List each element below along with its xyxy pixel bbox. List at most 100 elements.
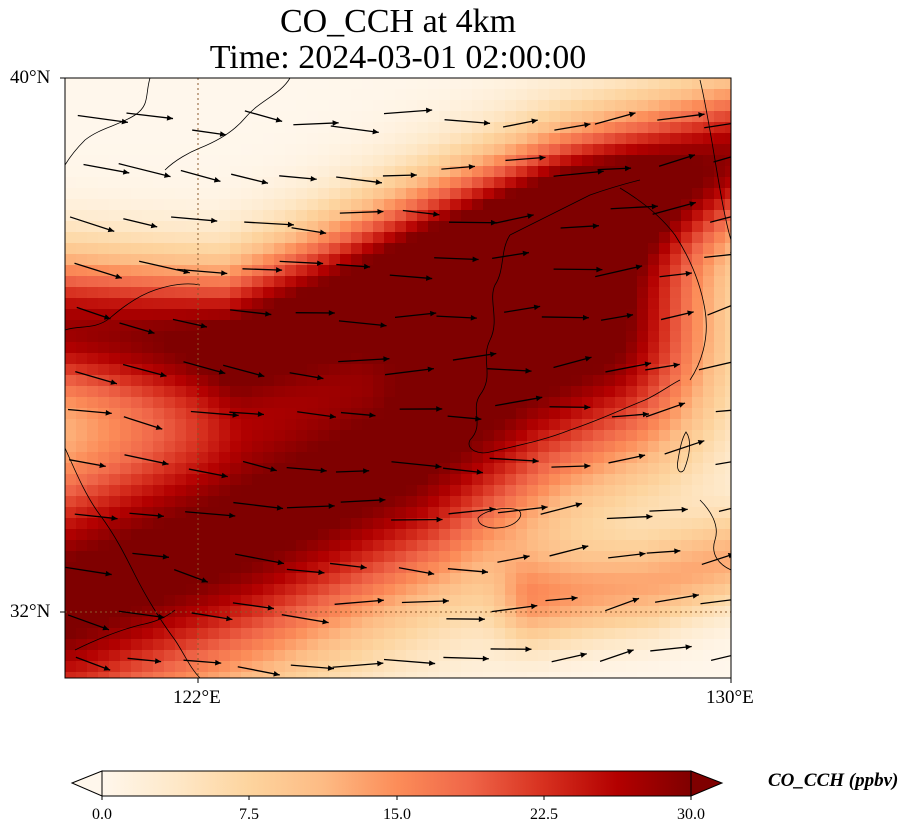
heatmap-cell — [219, 529, 231, 541]
heatmap-cell — [571, 661, 583, 673]
heatmap-cell — [582, 375, 594, 387]
heatmap-cell — [164, 353, 176, 365]
heatmap-cell — [241, 540, 253, 552]
heatmap-cell — [307, 144, 319, 156]
heatmap-cell — [516, 111, 528, 123]
heatmap-cell — [604, 287, 616, 299]
heatmap-cell — [362, 507, 374, 519]
heatmap-cell — [505, 232, 517, 244]
heatmap-cell — [505, 309, 517, 321]
heatmap-cell — [582, 155, 594, 167]
heatmap-cell — [428, 199, 440, 211]
heatmap-cell — [648, 100, 660, 112]
heatmap-cell — [65, 507, 77, 519]
heatmap-cell — [428, 639, 440, 651]
heatmap-cell — [626, 111, 638, 123]
heatmap-cell — [450, 111, 462, 123]
heatmap-cell — [560, 243, 572, 255]
heatmap-cell — [263, 562, 275, 574]
heatmap-cell — [571, 166, 583, 178]
heatmap-cell — [263, 177, 275, 189]
heatmap-cell — [637, 309, 649, 321]
heatmap-cell — [351, 298, 363, 310]
heatmap-cell — [637, 254, 649, 266]
heatmap-cell — [417, 452, 429, 464]
heatmap-cell — [571, 485, 583, 497]
heatmap-cell — [494, 584, 506, 596]
heatmap-cell — [450, 485, 462, 497]
heatmap-cell — [571, 89, 583, 101]
heatmap-cell — [516, 540, 528, 552]
heatmap-cell — [87, 111, 99, 123]
heatmap-cell — [714, 100, 726, 112]
heatmap-cell — [560, 529, 572, 541]
heatmap-cell — [329, 419, 341, 431]
heatmap-cell — [560, 353, 572, 365]
heatmap-cell — [725, 89, 731, 101]
heatmap-cell — [417, 298, 429, 310]
heatmap-cell — [395, 551, 407, 563]
heatmap-cell — [604, 397, 616, 409]
heatmap-cell — [131, 628, 143, 640]
heatmap-cell — [142, 573, 154, 585]
heatmap-cell — [593, 155, 605, 167]
heatmap-cell — [505, 111, 517, 123]
heatmap-cell — [494, 177, 506, 189]
colorbar-tick-label: 15.0 — [383, 806, 411, 823]
heatmap-cell — [164, 177, 176, 189]
heatmap-cell — [505, 628, 517, 640]
heatmap-cell — [329, 540, 341, 552]
heatmap-cell — [483, 562, 495, 574]
wind-arrow — [340, 411, 376, 418]
heatmap-cell — [725, 177, 731, 189]
heatmap-cell — [285, 529, 297, 541]
heatmap-cell — [571, 78, 583, 90]
heatmap-cell — [725, 496, 731, 508]
heatmap-cell — [505, 595, 517, 607]
heatmap-cell — [395, 485, 407, 497]
heatmap-cell — [263, 166, 275, 178]
heatmap-cell — [516, 89, 528, 101]
heatmap-cell — [527, 606, 539, 618]
heatmap-cell — [362, 584, 374, 596]
heatmap-cell — [98, 562, 110, 574]
heatmap-cell — [307, 463, 319, 475]
heatmap-cell — [725, 540, 731, 552]
heatmap-cell — [230, 584, 242, 596]
heatmap-cell — [604, 243, 616, 255]
heatmap-cell — [527, 210, 539, 222]
heatmap-cell — [153, 375, 165, 387]
heatmap-cell — [549, 122, 561, 134]
heatmap-cell — [109, 639, 121, 651]
heatmap-cell — [241, 672, 253, 678]
heatmap-cell — [692, 485, 704, 497]
heatmap-cell — [164, 320, 176, 332]
heatmap-cell — [670, 309, 682, 321]
heatmap-cell — [505, 166, 517, 178]
heatmap-cell — [197, 364, 209, 376]
heatmap-cell — [692, 595, 704, 607]
heatmap-cell — [692, 133, 704, 145]
wind-arrow — [645, 402, 686, 418]
wind-arrow — [645, 362, 680, 371]
heatmap-cell — [197, 639, 209, 651]
heatmap-cell — [186, 155, 198, 167]
heatmap-cell — [230, 287, 242, 299]
heatmap-cell — [153, 452, 165, 464]
heatmap-cell — [252, 210, 264, 222]
heatmap-cell — [65, 474, 77, 486]
heatmap-cell — [175, 188, 187, 200]
heatmap-cell — [670, 320, 682, 332]
heatmap-cell — [329, 386, 341, 398]
wind-arrow — [118, 610, 165, 620]
heatmap-cell — [461, 661, 473, 673]
heatmap-cell — [351, 628, 363, 640]
heatmap-cell — [362, 78, 374, 90]
heatmap-cell — [637, 243, 649, 255]
heatmap-cell — [263, 199, 275, 211]
heatmap-cell — [450, 144, 462, 156]
heatmap-cell — [131, 166, 143, 178]
heatmap-cell — [604, 78, 616, 90]
heatmap-cell — [538, 320, 550, 332]
wind-arrow — [233, 501, 284, 511]
